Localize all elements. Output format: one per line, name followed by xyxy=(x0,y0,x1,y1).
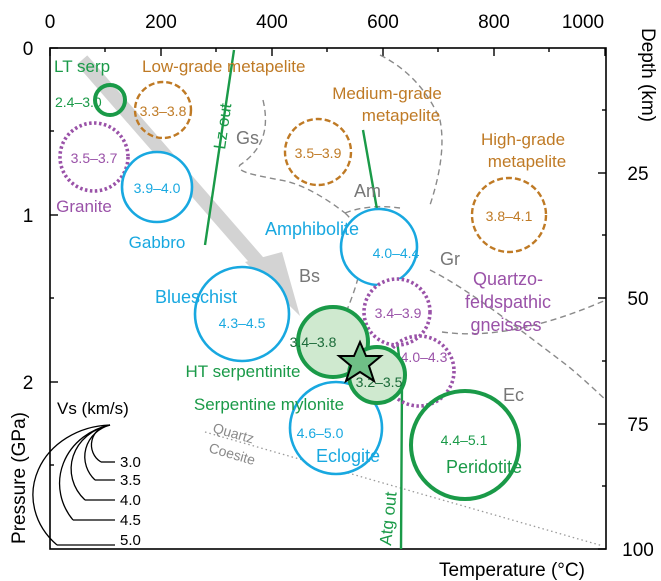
temp-tick-400: 400 xyxy=(256,12,288,33)
gabbro-range: 3.9–4.0 xyxy=(134,180,181,196)
low-grade-circle xyxy=(133,80,193,140)
facies-bs: Bs xyxy=(299,266,320,286)
quartzo-range: 3.4–3.9 xyxy=(375,305,422,321)
low-grade-range: 3.3–3.8 xyxy=(140,103,187,119)
purple-small-range: 4.0–4.3 xyxy=(401,349,448,365)
temp-tick-800: 800 xyxy=(478,12,510,33)
purple-small-circle xyxy=(382,334,456,408)
ht-serp-label: HT serpentinite xyxy=(186,362,301,381)
eclogite-range: 4.6–5.0 xyxy=(297,425,344,441)
lz-out-label: Lz out xyxy=(210,102,235,151)
atg-out-label: Atg out xyxy=(376,491,401,547)
pressure-tick-1: 1 xyxy=(23,206,34,227)
lz-out-line xyxy=(203,49,236,246)
granite-circle xyxy=(58,121,130,193)
quartzo-label-1: Quartzo- xyxy=(473,269,543,289)
high-grade-circle xyxy=(470,176,548,254)
blueschist-circle xyxy=(193,265,291,363)
peridotite-range: 4.4–5.1 xyxy=(441,432,488,448)
amphibolite-range: 4.0–4.4 xyxy=(373,245,420,261)
medium-grade-label-1: Medium-grade xyxy=(332,84,442,103)
high-grade-range: 3.8–4.1 xyxy=(486,208,533,224)
depth-tick-100: 100 xyxy=(622,540,654,561)
medium-grade-circle xyxy=(283,117,353,187)
pressure-ticks xyxy=(50,47,58,466)
lt-serp-range: 2.4–3.0 xyxy=(55,94,102,110)
pressure-axis-title: Pressure (GPa) xyxy=(9,412,30,544)
pressure-tick-2: 2 xyxy=(23,373,34,394)
lt-serp-circle xyxy=(93,83,127,117)
legend-value-4-0: 4.0 xyxy=(120,492,141,509)
quartzo-label-2: feldspathic xyxy=(465,292,551,312)
serp-mylonite-label: Serpentine mylonite xyxy=(194,395,344,414)
lt-serp-label: LT serp xyxy=(54,57,110,76)
eclogite-circle xyxy=(288,380,384,476)
eclogite-label: Eclogite xyxy=(316,446,380,466)
legend-leaders xyxy=(57,461,115,546)
star-marker xyxy=(336,339,384,384)
serp-mylonite-range: 3.2–3.5 xyxy=(356,374,403,390)
legend-value-5-0: 5.0 xyxy=(120,532,141,549)
legend-title: Vs (km/s) xyxy=(57,399,129,418)
depth-ticks xyxy=(598,109,606,550)
low-grade-label: Low-grade metapelite xyxy=(142,57,305,76)
depth-axis-title: Depth (km) xyxy=(637,28,658,122)
gabbro-label: Gabbro xyxy=(129,233,186,252)
facies-gr: Gr xyxy=(440,249,460,269)
temperature-axis-title: Temperature (°C) xyxy=(439,560,585,581)
granite-label: Granite xyxy=(56,197,112,216)
quartz-coesite-line xyxy=(204,431,604,547)
temperature-ticks xyxy=(49,48,606,56)
facies-gs: Gs xyxy=(236,128,259,148)
quartzo-label-3: gneisses xyxy=(470,315,541,335)
facies-am: Am xyxy=(354,181,381,201)
temp-tick-0: 0 xyxy=(45,12,56,33)
amphibolite-label: Amphibolite xyxy=(265,219,359,239)
medium-grade-label-2: metapelite xyxy=(362,106,440,125)
gabbro-circle xyxy=(120,150,194,224)
peridotite-label: Peridotite xyxy=(446,457,522,477)
ht-serp-range: 3.4–3.8 xyxy=(290,334,337,350)
pressure-tick-0: 0 xyxy=(23,39,34,60)
temp-tick-200: 200 xyxy=(145,12,177,33)
temp-tick-1000: 1000 xyxy=(562,12,604,33)
high-grade-label-2: metapelite xyxy=(488,152,566,171)
medium-grade-range: 3.5–3.9 xyxy=(295,145,342,161)
temp-tick-600: 600 xyxy=(367,12,399,33)
depth-tick-25: 25 xyxy=(627,164,648,185)
blueschist-range: 4.3–4.5 xyxy=(219,315,266,331)
legend-value-3-5: 3.5 xyxy=(120,472,141,489)
granite-range: 3.5–3.7 xyxy=(71,150,118,166)
peridotite-circle xyxy=(409,389,521,501)
high-grade-label-1: High-grade xyxy=(481,130,565,149)
facies-ec: Ec xyxy=(503,385,524,405)
depth-tick-75: 75 xyxy=(627,415,648,436)
depth-tick-50: 50 xyxy=(627,289,648,310)
legend-value-3-0: 3.0 xyxy=(120,454,141,471)
legend-arcs xyxy=(32,424,111,546)
legend-value-4-5: 4.5 xyxy=(120,512,141,529)
blueschist-label: Blueschist xyxy=(155,287,237,307)
